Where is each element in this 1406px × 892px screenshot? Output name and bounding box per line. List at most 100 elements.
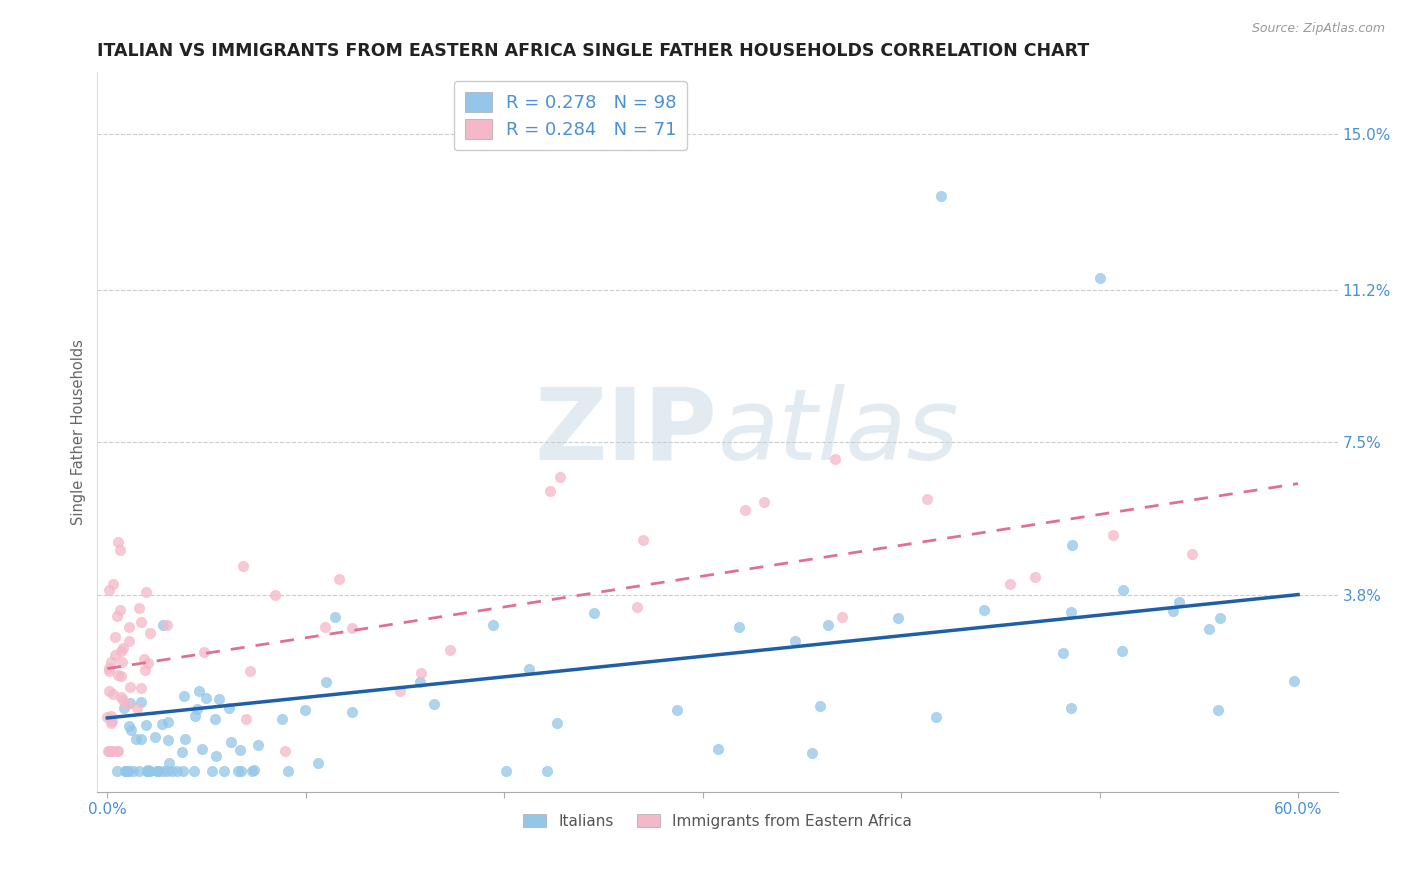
Point [156,617,179,632]
Point [1111,644,1133,658]
Text: atlas: atlas [717,384,959,481]
Point [340,706,363,720]
Point [1282,673,1305,688]
Point [481,617,503,632]
Text: ZIP: ZIP [534,384,717,481]
Point [115,764,138,779]
Point [1060,701,1083,715]
Point [221,735,243,749]
Point [1112,582,1135,597]
Point [131,732,153,747]
Point [205,749,228,764]
Point [166,764,188,779]
Point [101,714,124,728]
Point [752,495,775,509]
Point [98,744,121,758]
Point [495,764,517,779]
Point [138,764,160,779]
Point [127,700,149,714]
Legend: Italians, Immigrants from Eastern Africa: Italians, Immigrants from Eastern Africa [517,807,918,835]
Point [323,610,346,624]
Point [917,491,939,506]
Point [208,691,231,706]
Point [101,687,124,701]
Point [129,615,152,629]
Point [246,738,269,752]
Point [315,675,337,690]
Point [107,535,129,549]
Point [183,764,205,779]
Point [929,188,952,202]
Point [277,764,299,779]
Point [314,620,336,634]
Point [294,703,316,717]
Text: Source: ZipAtlas.com: Source: ZipAtlas.com [1251,22,1385,36]
Point [824,452,846,467]
Point [148,764,170,779]
Point [120,680,142,694]
Point [174,731,197,746]
Point [112,700,135,714]
Point [1161,604,1184,618]
Point [1167,595,1189,609]
Point [342,621,364,635]
Point [152,764,174,779]
Point [389,683,412,698]
Point [422,697,444,711]
Point [1088,271,1111,285]
Point [136,656,159,670]
Point [101,577,124,591]
Point [204,712,226,726]
Point [218,701,240,715]
Point [139,764,162,779]
Point [115,764,138,779]
Point [243,763,266,777]
Point [108,603,131,617]
Point [157,732,180,747]
Point [808,699,831,714]
Point [150,717,173,731]
Point [107,744,129,758]
Point [104,648,127,663]
Point [408,675,430,690]
Point [128,764,150,779]
Point [110,669,132,683]
Point [125,731,148,746]
Point [135,584,157,599]
Point [105,744,128,758]
Point [184,708,207,723]
Point [307,756,329,770]
Point [110,655,132,669]
Point [128,600,150,615]
Point [582,606,605,620]
Point [100,715,122,730]
Point [201,764,224,779]
Point [143,731,166,745]
Point [112,693,135,707]
Y-axis label: Single Father Households: Single Father Households [72,339,86,525]
Point [887,611,910,625]
Point [536,764,558,779]
Point [110,644,132,658]
Point [439,642,461,657]
Point [107,668,129,682]
Point [707,742,730,756]
Point [998,576,1021,591]
Point [152,617,174,632]
Point [97,683,120,698]
Point [193,645,215,659]
Point [1209,610,1232,624]
Point [122,764,145,779]
Point [831,609,853,624]
Point [235,712,257,726]
Point [228,743,250,757]
Point [136,764,159,779]
Point [101,744,124,758]
Point [229,764,252,779]
Point [100,655,122,669]
Point [136,764,159,779]
Point [925,710,948,724]
Point [226,764,249,779]
Point [188,684,211,698]
Point [97,744,120,758]
